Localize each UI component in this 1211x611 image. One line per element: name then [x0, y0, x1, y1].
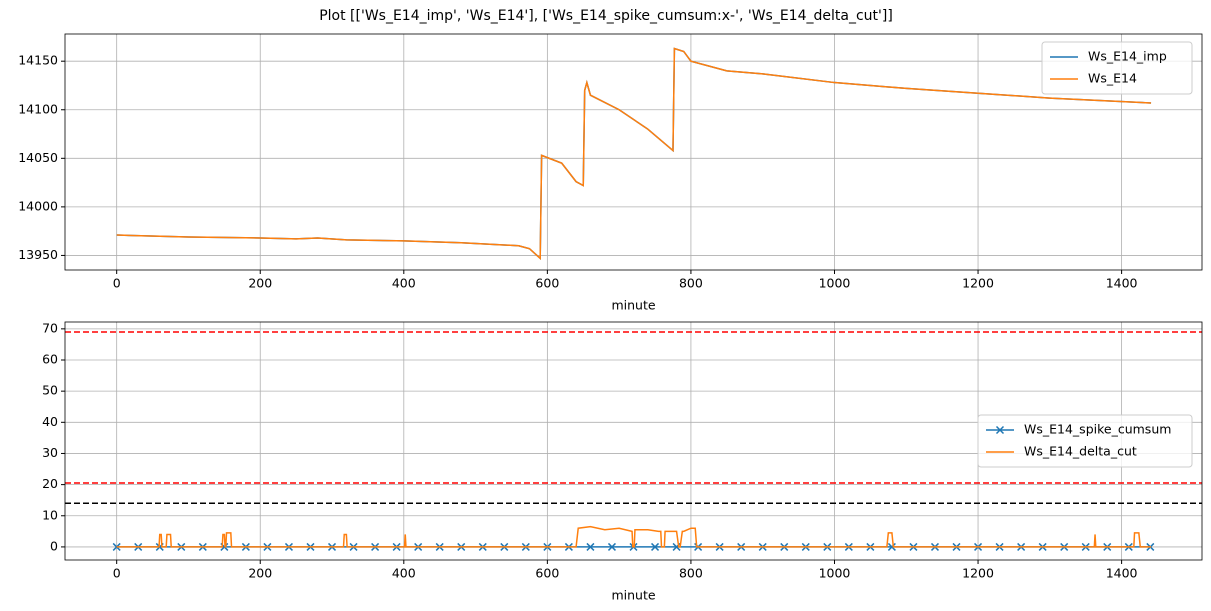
- legend-box: [977, 414, 1193, 468]
- y-tick-label: 13950: [18, 247, 58, 262]
- series-line: [116, 47, 1152, 261]
- legend-marker: [995, 425, 1005, 435]
- y-tick-label: 40: [42, 414, 58, 429]
- y-tick-label: 70: [42, 320, 58, 335]
- y-tick-label: 30: [42, 445, 58, 460]
- legend-label: Ws_E14: [1088, 71, 1137, 86]
- y-tick-label: 14050: [18, 150, 58, 165]
- figure-title: Plot [['Ws_E14_imp', 'Ws_E14'], ['Ws_E14…: [319, 8, 893, 24]
- x-tick-label: 400: [392, 276, 416, 291]
- plot-area: [116, 47, 1152, 261]
- y-tick-label: 14100: [18, 101, 58, 116]
- axes-frame: [64, 33, 1203, 271]
- legend-label: Ws_E14_imp: [1088, 49, 1167, 64]
- legend-label: Ws_E14_delta_cut: [1024, 444, 1137, 459]
- marker: [651, 542, 660, 551]
- x-tick-label: 600: [535, 566, 559, 581]
- x-tick-label: 800: [679, 566, 703, 581]
- series-line: [116, 525, 1152, 548]
- marker: [607, 542, 616, 551]
- y-tick-label: 50: [42, 383, 58, 398]
- x-tick-label: 0: [113, 276, 121, 291]
- x-tick-label: 400: [392, 566, 416, 581]
- x-axis-label: minute: [611, 298, 655, 313]
- x-tick-label: 1000: [819, 566, 851, 581]
- legend-box: [1041, 41, 1193, 95]
- x-tick-label: 200: [248, 566, 272, 581]
- x-axis-label: minute: [611, 588, 655, 603]
- y-tick-label: 20: [42, 476, 58, 491]
- marker: [586, 542, 595, 551]
- legend-label: Ws_E14_spike_cumsum: [1024, 422, 1171, 437]
- x-tick-label: 200: [248, 276, 272, 291]
- x-tick-label: 800: [679, 276, 703, 291]
- x-tick-label: 1200: [962, 276, 994, 291]
- y-tick-label: 14150: [18, 53, 58, 68]
- x-tick-label: 0: [113, 566, 121, 581]
- x-tick-label: 1400: [1106, 566, 1138, 581]
- x-tick-label: 1200: [962, 566, 994, 581]
- series-line: [116, 47, 1152, 261]
- x-tick-label: 1000: [819, 276, 851, 291]
- y-tick-label: 60: [42, 352, 58, 367]
- y-tick-label: 10: [42, 507, 58, 522]
- y-tick-label: 0: [50, 538, 58, 553]
- x-tick-label: 600: [535, 276, 559, 291]
- plot-area: [65, 331, 1202, 551]
- marker: [887, 542, 896, 551]
- axes-frame: [64, 321, 1203, 561]
- y-tick-label: 14000: [18, 198, 58, 213]
- x-tick-label: 1400: [1106, 276, 1138, 291]
